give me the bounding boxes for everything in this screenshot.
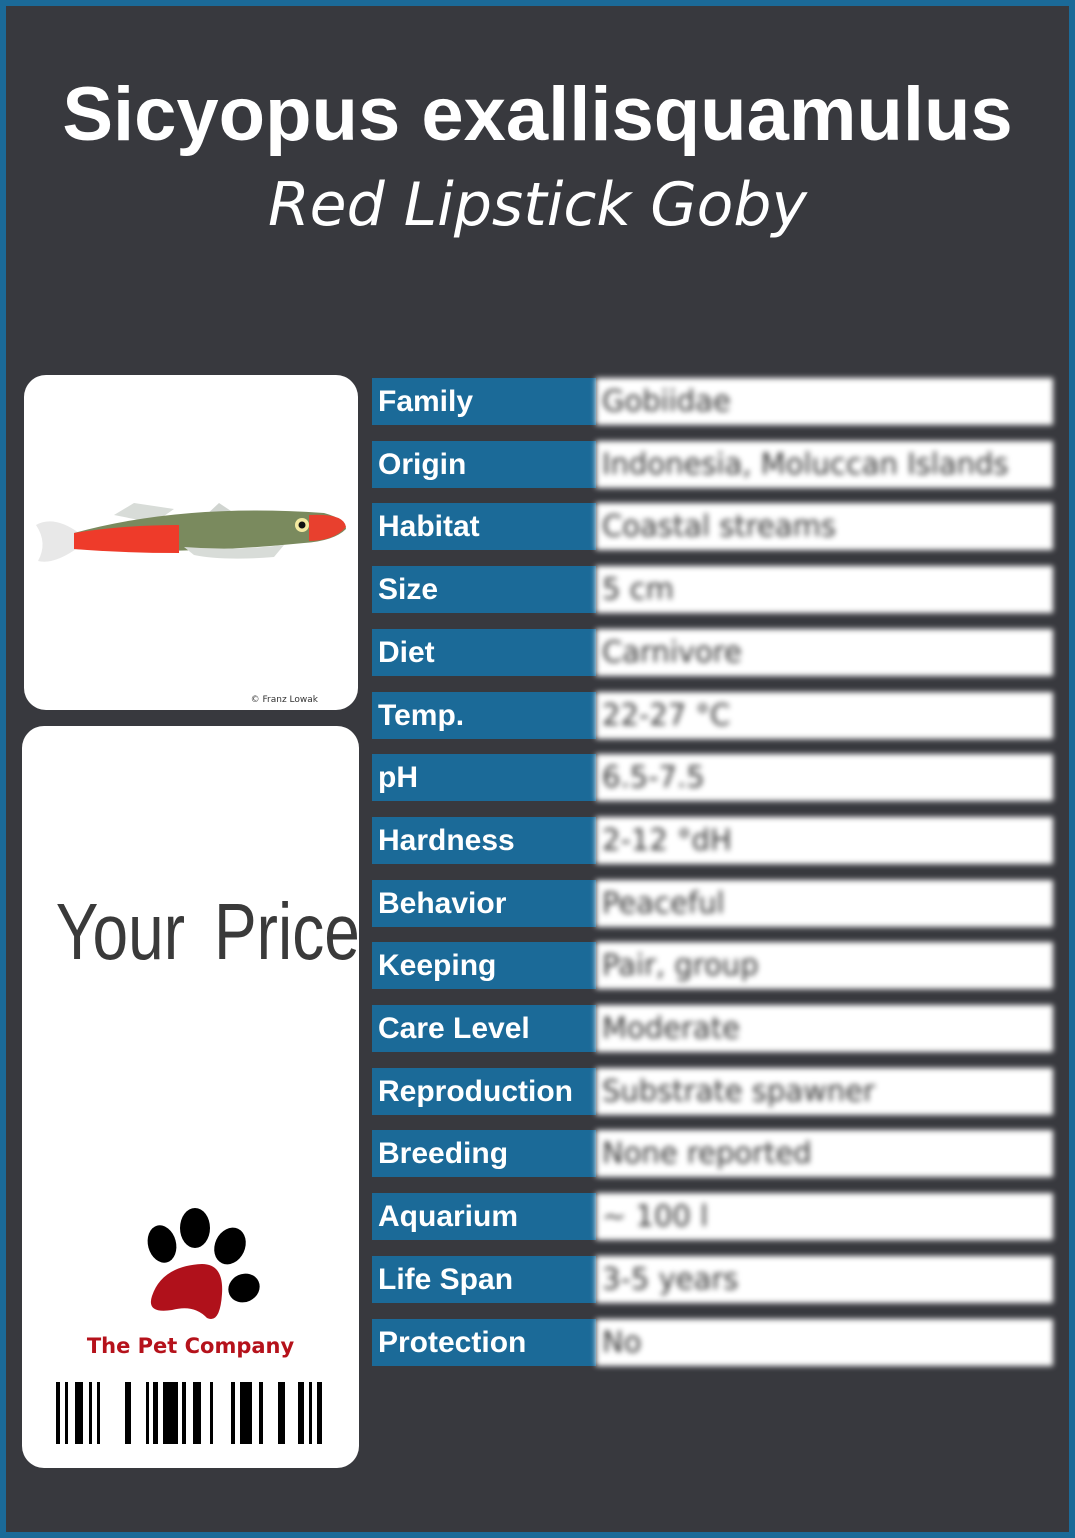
barcode-bar — [182, 1382, 186, 1444]
fact-value: No — [596, 1318, 1053, 1366]
fact-value: 22-27 °C — [596, 691, 1053, 739]
fact-label: Reproduction — [372, 1067, 596, 1115]
barcode-bar — [153, 1382, 158, 1444]
barcode-bar — [163, 1382, 178, 1444]
barcode-bar — [75, 1382, 83, 1444]
fact-label: Diet — [372, 628, 596, 676]
fact-row: Hardness 2-12 °dH — [372, 816, 1053, 864]
barcode-bar — [56, 1382, 60, 1444]
fact-label: Breeding — [372, 1130, 596, 1178]
barcode-bar — [278, 1382, 285, 1444]
fact-label: Care Level — [372, 1005, 596, 1052]
fact-label: pH — [372, 754, 596, 802]
fact-value: 6.5-7.5 — [596, 754, 1053, 802]
scientific-name: Sicyopus exallisquamulus — [62, 72, 1013, 157]
fact-label: Protection — [372, 1318, 596, 1366]
fact-value: 3-5 years — [596, 1255, 1053, 1303]
fact-value: None reported — [596, 1130, 1053, 1178]
photo-credit: © Franz Lowak — [250, 695, 318, 705]
price-label: Your Price — [55, 887, 360, 976]
fact-value: ~ 100 l — [596, 1193, 1053, 1241]
fact-row: Behavior Peaceful — [372, 879, 1053, 927]
paw-logo-icon — [147, 1208, 260, 1319]
fact-row: Diet Carnivore — [372, 628, 1053, 676]
fact-value: Pair, group — [596, 942, 1053, 990]
common-name: Red Lipstick Goby — [267, 170, 807, 240]
fact-label: Family — [372, 378, 596, 425]
barcode-bar — [298, 1382, 304, 1444]
barcode-bar — [65, 1382, 68, 1444]
barcode — [56, 1382, 322, 1444]
barcode-bar — [193, 1382, 201, 1444]
fact-row: Breeding None reported — [372, 1130, 1053, 1178]
barcode-bar — [89, 1382, 92, 1444]
fact-row: Temp. 22-27 °C — [372, 691, 1053, 739]
brand-name: The Pet Company — [86, 1334, 295, 1358]
fact-label: Aquarium — [372, 1193, 596, 1241]
fact-row: Origin Indonesia, Moluccan Islands — [372, 440, 1053, 488]
fact-label: Origin — [372, 440, 596, 488]
fact-row: Size 5 cm — [372, 566, 1053, 614]
fish-photo — [36, 503, 346, 562]
fact-row: Habitat Coastal streams — [372, 503, 1053, 551]
fact-label: Size — [372, 566, 596, 614]
fact-value: Coastal streams — [596, 503, 1053, 551]
fact-label: Behavior — [372, 879, 596, 927]
barcode-bar — [210, 1382, 213, 1444]
fact-row: Family Gobiidae — [372, 378, 1053, 425]
fact-label: Life Span — [372, 1255, 596, 1303]
barcode-bar — [309, 1382, 312, 1444]
fact-row: Keeping Pair, group — [372, 942, 1053, 990]
photo-card: © Franz Lowak — [24, 375, 358, 710]
barcode-bar — [317, 1382, 322, 1444]
fact-label: Keeping — [372, 942, 596, 990]
fact-value: Moderate — [596, 1005, 1053, 1052]
fact-value: Substrate spawner — [596, 1067, 1053, 1115]
fact-value: Peaceful — [596, 879, 1053, 927]
price-card: Your Price The Pet Company — [22, 726, 360, 1468]
fact-row: Reproduction Substrate spawner — [372, 1067, 1053, 1115]
fact-row: Life Span 3-5 years — [372, 1255, 1053, 1303]
barcode-bar — [231, 1382, 235, 1444]
fact-label: Habitat — [372, 503, 596, 551]
fact-value: Indonesia, Moluccan Islands — [596, 440, 1053, 488]
barcode-bar — [125, 1382, 131, 1444]
fact-label: Hardness — [372, 816, 596, 864]
fact-value: Carnivore — [596, 628, 1053, 676]
barcode-bar — [259, 1382, 263, 1444]
fact-row: Care Level Moderate — [372, 1005, 1053, 1052]
fact-value: Gobiidae — [596, 378, 1053, 425]
fact-row: pH 6.5-7.5 — [372, 754, 1053, 802]
barcode-bar — [146, 1382, 149, 1444]
fact-label: Temp. — [372, 691, 596, 739]
fact-value: 2-12 °dH — [596, 816, 1053, 864]
fact-row: Protection No — [372, 1318, 1053, 1366]
barcode-bar — [240, 1382, 252, 1444]
barcode-bar — [97, 1382, 100, 1444]
fact-value: 5 cm — [596, 566, 1053, 614]
fact-row: Aquarium ~ 100 l — [372, 1193, 1053, 1241]
